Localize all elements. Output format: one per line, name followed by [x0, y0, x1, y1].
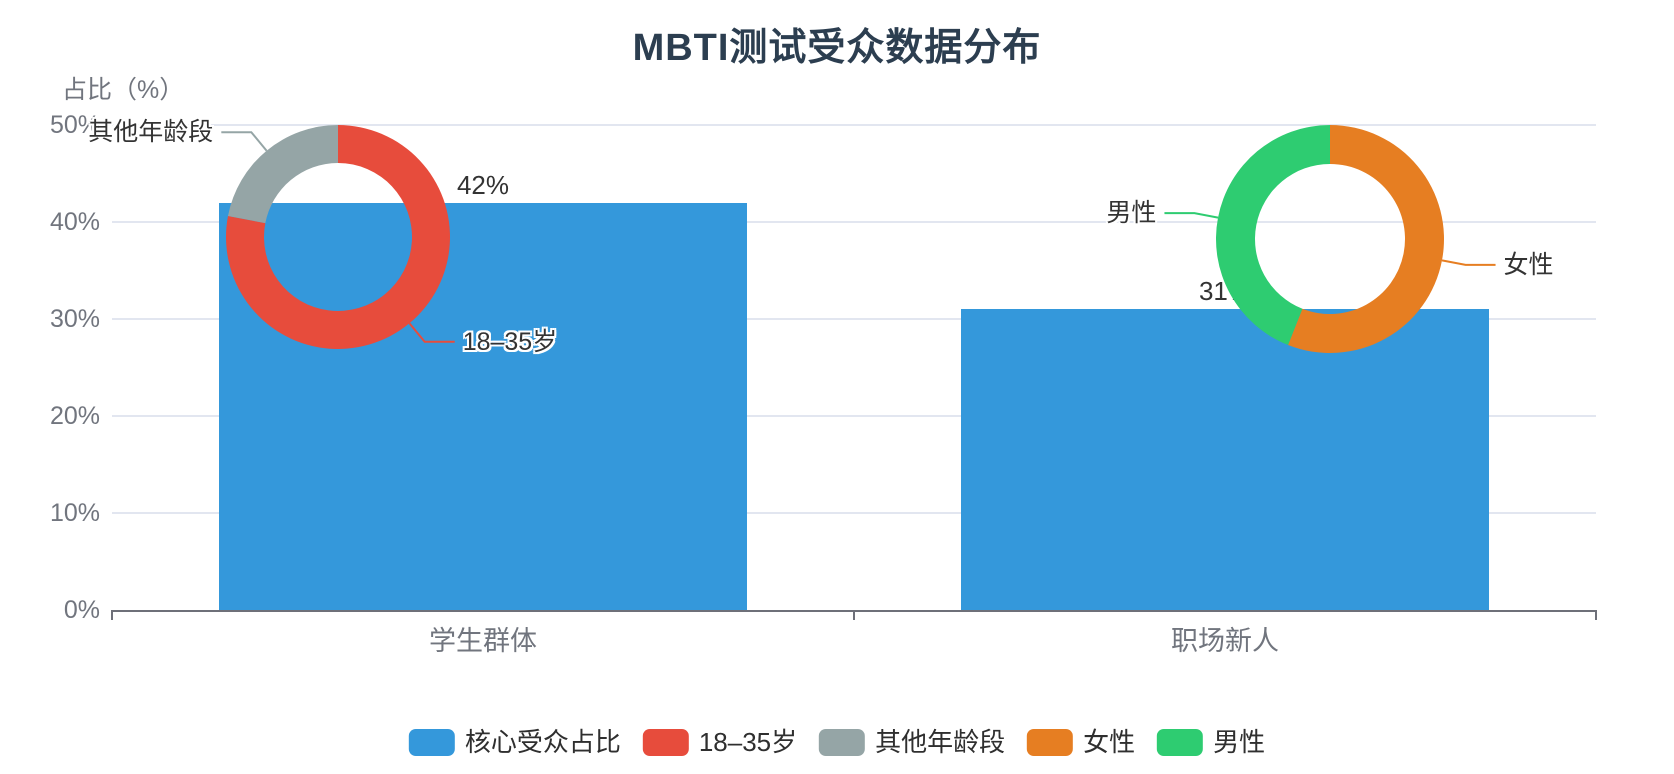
legend-label: 18–35岁 — [698, 727, 798, 757]
leader-line-其他年龄段 — [221, 131, 268, 152]
legend-item-男性[interactable]: 男性 — [1157, 729, 1265, 756]
legend-item-女性[interactable]: 女性 — [1027, 729, 1135, 756]
y-tick-label-10: 10% — [49, 499, 100, 527]
bar-职场新人[interactable] — [961, 309, 1489, 610]
y-axis-name: 占比（%） — [62, 76, 185, 104]
leader-line-18–35岁 — [408, 322, 455, 343]
donut-slice-男性[interactable] — [1216, 125, 1330, 345]
legend-label: 女性 — [1083, 727, 1136, 757]
y-tick-label-50: 50% — [49, 111, 100, 139]
x-axis-tick — [853, 610, 855, 620]
legend-swatch-男性 — [1157, 729, 1204, 756]
gridline-10 — [112, 512, 1596, 514]
legend-item-其他年龄段[interactable]: 其他年龄段 — [819, 729, 1005, 756]
bar-学生群体[interactable] — [219, 202, 747, 610]
gridline-40 — [112, 221, 1596, 223]
leader-line-女性 — [1441, 259, 1496, 266]
leader-line-男性 — [1164, 212, 1219, 219]
legend-swatch-18–35岁 — [642, 729, 689, 756]
pie-label-18–35岁: 18–35岁 — [462, 327, 558, 356]
legend-label: 核心受众占比 — [464, 727, 621, 757]
gridline-20 — [112, 415, 1596, 417]
donut-slice-18–35岁[interactable] — [225, 125, 450, 350]
donut-slice-其他年龄段[interactable] — [227, 125, 338, 224]
y-tick-label-40: 40% — [49, 208, 100, 236]
category-label-学生群体: 学生群体 — [429, 626, 537, 656]
pie-label-男性: 男性 — [1106, 199, 1157, 228]
legend-swatch-其他年龄段 — [819, 729, 866, 756]
category-label-职场新人: 职场新人 — [1171, 626, 1279, 656]
gridline-30 — [112, 318, 1596, 320]
bar-value-label-学生群体: 42% — [456, 169, 510, 200]
legend-swatch-女性 — [1027, 729, 1074, 756]
y-tick-label-0: 0% — [63, 596, 100, 624]
x-axis-tick — [1595, 610, 1597, 620]
x-axis-tick — [111, 610, 113, 620]
legend-label: 其他年龄段 — [875, 727, 1006, 757]
legend-label: 男性 — [1213, 727, 1266, 757]
legend-item-核心受众占比[interactable]: 核心受众占比 — [408, 727, 621, 757]
pie-label-女性: 女性 — [1503, 250, 1554, 279]
y-tick-label-30: 30% — [49, 305, 100, 333]
pie-label-其他年龄段: 其他年龄段 — [88, 118, 214, 147]
donut-slice-女性[interactable] — [1288, 125, 1445, 354]
gridline-50 — [112, 124, 1596, 126]
legend: 核心受众占比 18–35岁 其他年龄段 女性 男性 — [408, 727, 1265, 757]
legend-item-18–35岁[interactable]: 18–35岁 — [642, 727, 798, 757]
y-tick-label-20: 20% — [49, 402, 100, 430]
legend-swatch-核心受众占比 — [408, 729, 455, 756]
chart-title: MBTI测试受众数据分布 — [632, 27, 1042, 69]
